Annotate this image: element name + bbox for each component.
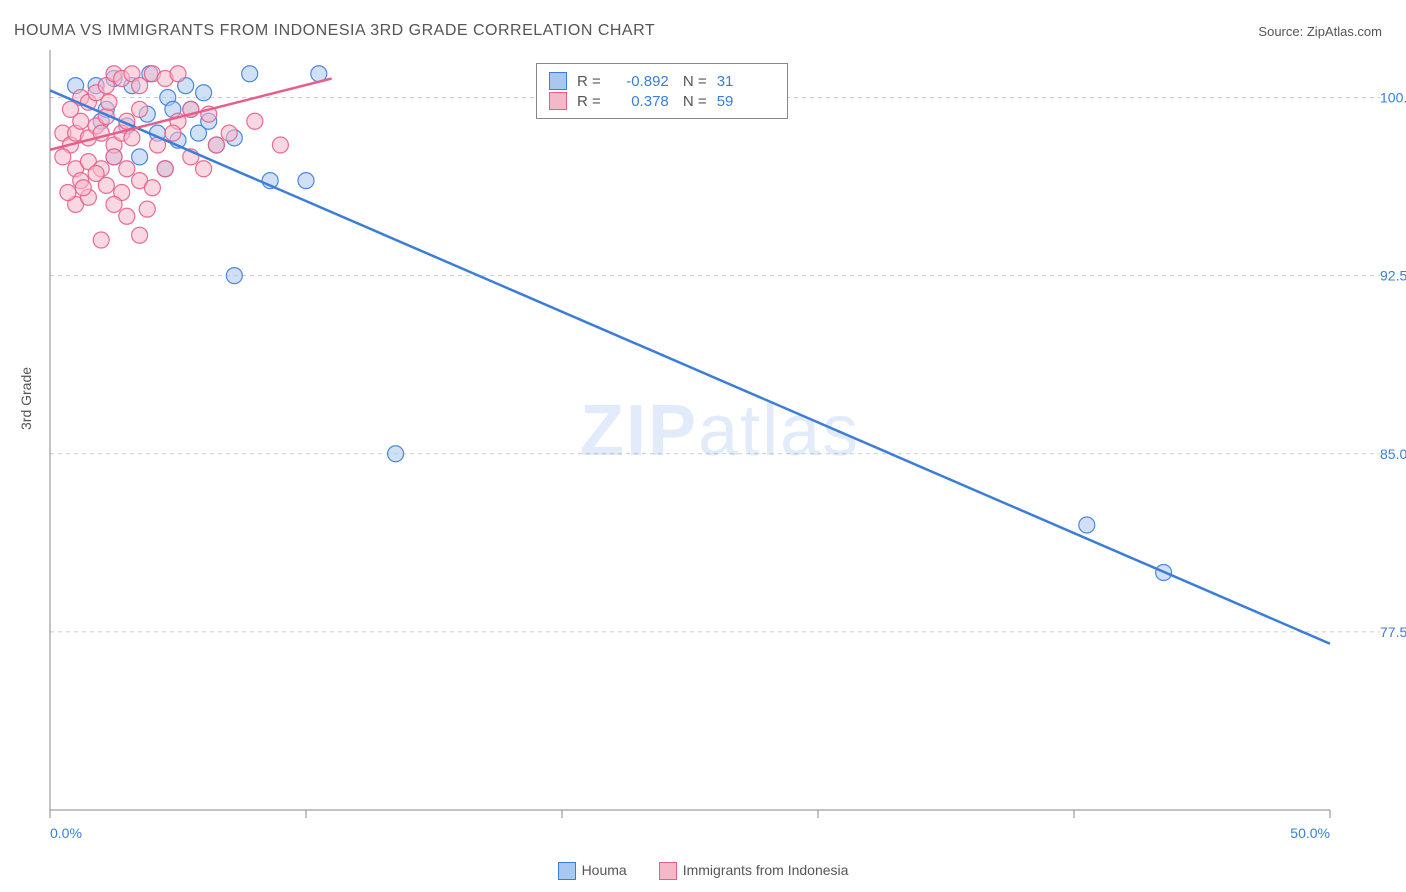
legend-swatch (659, 862, 677, 880)
legend-label: Immigrants from Indonesia (683, 862, 849, 878)
r-value: -0.892 (611, 73, 669, 90)
bottom-legend: Houma Immigrants from Indonesia (0, 862, 1406, 880)
n-label: N = (679, 93, 707, 110)
legend-item: Houma (558, 862, 627, 878)
svg-text:0.0%: 0.0% (50, 825, 82, 841)
n-value: 31 (717, 73, 775, 90)
legend-swatch (558, 862, 576, 880)
legend-item: Immigrants from Indonesia (659, 862, 849, 878)
r-label: R = (577, 73, 601, 90)
svg-text:77.5%: 77.5% (1380, 624, 1406, 640)
svg-text:50.0%: 50.0% (1290, 825, 1330, 841)
legend-swatch (549, 92, 567, 110)
n-label: N = (679, 73, 707, 90)
scatter-chart: 77.5% 85.0% 92.5% 100.0% 0.0% 50.0% (0, 0, 1406, 870)
svg-text:100.0%: 100.0% (1380, 90, 1406, 106)
stats-row: R = 0.378 N = 59 (549, 92, 775, 110)
n-value: 59 (717, 93, 775, 110)
legend-label: Houma (582, 862, 627, 878)
stats-row: R = -0.892 N = 31 (549, 72, 775, 90)
svg-text:85.0%: 85.0% (1380, 446, 1406, 462)
r-value: 0.378 (611, 93, 669, 110)
svg-text:92.5%: 92.5% (1380, 268, 1406, 284)
r-label: R = (577, 93, 601, 110)
legend-swatch (549, 72, 567, 90)
stats-box: R = -0.892 N = 31 R = 0.378 N = 59 (536, 63, 788, 119)
